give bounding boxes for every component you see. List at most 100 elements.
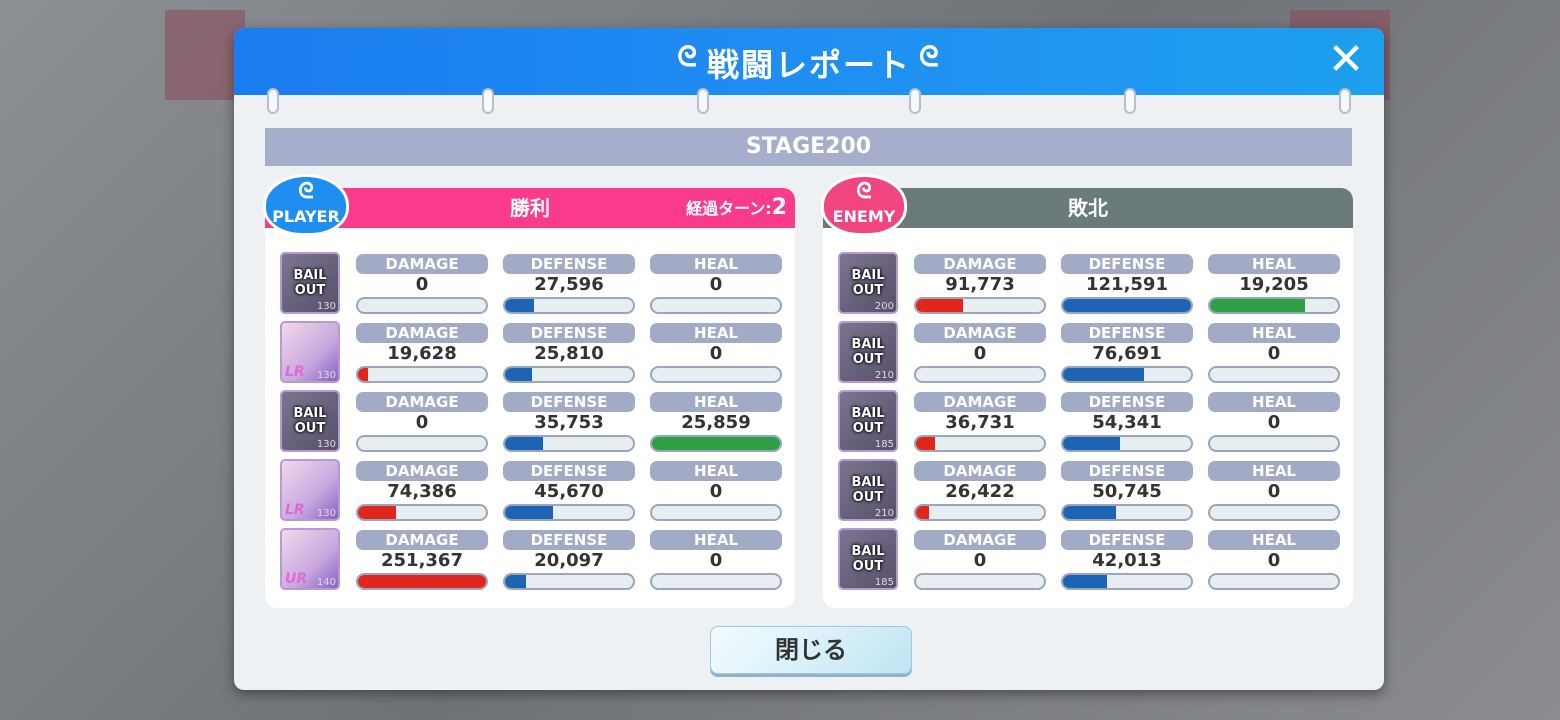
close-icon[interactable]: ✕ [1327,34,1365,85]
defense-bar [503,297,635,314]
damage-stat: DAMAGE 0 [356,392,488,452]
heal-label: HEAL [1208,392,1340,412]
heal-label: HEAL [650,254,782,274]
damage-stat: DAMAGE 251,367 [356,530,488,590]
bail-out-label: BAIL OUT [293,406,327,436]
unit-avatar[interactable]: LR 130 [280,321,340,383]
defense-value: 76,691 [1092,343,1162,364]
damage-stat: DAMAGE 36,731 [914,392,1046,452]
damage-bar [914,366,1046,383]
unit-avatar[interactable]: BAIL OUT 210 [838,321,898,383]
heal-value: 0 [709,343,723,364]
damage-label: DAMAGE [356,461,488,481]
unit-row: BAIL OUT 210 DAMAGE 0 DEFENSE 76,691 HEAL… [838,321,1343,383]
heal-stat: HEAL 0 [650,323,782,383]
bail-out-label: BAIL OUT [851,268,885,298]
defense-bar [1061,573,1193,590]
damage-label: DAMAGE [914,323,1046,343]
defense-label: DEFENSE [1061,323,1193,343]
heal-label: HEAL [650,323,782,343]
defense-bar-fill [505,299,535,312]
heal-label: HEAL [650,461,782,481]
defense-value: 20,097 [534,550,604,571]
unit-avatar[interactable]: BAIL OUT 130 [280,390,340,452]
heal-label: HEAL [1208,254,1340,274]
unit-avatar[interactable]: BAIL OUT 200 [838,252,898,314]
unit-avatar[interactable]: BAIL OUT 185 [838,528,898,590]
unit-avatar[interactable]: LR 130 [280,459,340,521]
defense-bar-fill [505,575,527,588]
unit-avatar[interactable]: BAIL OUT 130 [280,252,340,314]
damage-label: DAMAGE [356,254,488,274]
heal-bar [1208,435,1340,452]
defense-bar [1061,504,1193,521]
defense-stat: DEFENSE 20,097 [503,530,635,590]
defense-label: DEFENSE [503,392,635,412]
player-panel: 勝利 経過ターン:2 ᘓ PLAYER BAIL OUT 130 DAMAGE 0 … [263,174,795,608]
heal-bar [650,366,782,383]
unit-level: 130 [316,370,336,381]
heal-value: 0 [1267,343,1281,364]
unit-row: BAIL OUT 210 DAMAGE 26,422 DEFENSE 50,745… [838,459,1343,521]
enemy-panel: 敗北 ᘓ ENEMY BAIL OUT 200 DAMAGE 91,773 DEFE… [821,174,1353,608]
rarity-label: LR [285,364,305,380]
damage-value: 0 [973,343,987,364]
defense-bar [1061,435,1193,452]
defense-stat: DEFENSE 76,691 [1061,323,1193,383]
damage-bar-fill [358,575,486,588]
damage-stat: DAMAGE 0 [356,254,488,314]
heal-value: 0 [709,274,723,295]
heal-stat: HEAL 0 [1208,461,1340,521]
damage-bar [356,435,488,452]
damage-value: 0 [973,550,987,571]
damage-bar [356,366,488,383]
heal-value: 19,205 [1239,274,1309,295]
damage-bar-fill [358,368,368,381]
damage-value: 0 [415,274,429,295]
defense-bar [503,366,635,383]
heal-bar [1208,297,1340,314]
defense-label: DEFENSE [1061,530,1193,550]
wing-left-icon: ᘓ [677,40,699,73]
damage-value: 36,731 [945,412,1015,433]
heal-stat: HEAL 0 [1208,530,1340,590]
heal-label: HEAL [650,530,782,550]
player-badge: ᘓ PLAYER [263,174,349,236]
unit-avatar[interactable]: BAIL OUT 210 [838,459,898,521]
damage-stat: DAMAGE 0 [914,323,1046,383]
turn-count: 経過ターン:2 [686,195,787,220]
damage-stat: DAMAGE 0 [914,530,1046,590]
result-text: 勝利 [510,196,550,220]
bail-out-label: BAIL OUT [293,268,327,298]
damage-bar [356,297,488,314]
damage-label: DAMAGE [356,392,488,412]
defense-bar-fill [1063,437,1121,450]
unit-row: LR 130 DAMAGE 74,386 DEFENSE 45,670 HEAL … [280,459,785,521]
bail-out-label: BAIL OUT [851,337,885,367]
close-button[interactable]: 閉じる [710,626,912,674]
heal-stat: HEAL 0 [1208,323,1340,383]
unit-row: BAIL OUT 185 DAMAGE 36,731 DEFENSE 54,341… [838,390,1343,452]
unit-row: UR 140 DAMAGE 251,367 DEFENSE 20,097 HEAL… [280,528,785,590]
damage-stat: DAMAGE 19,628 [356,323,488,383]
unit-row: BAIL OUT 130 DAMAGE 0 DEFENSE 35,753 HEAL… [280,390,785,452]
heal-stat: HEAL 25,859 [650,392,782,452]
heal-value: 0 [709,550,723,571]
heal-stat: HEAL 19,205 [1208,254,1340,314]
unit-avatar[interactable]: BAIL OUT 185 [838,390,898,452]
heal-value: 0 [1267,481,1281,502]
unit-level: 130 [316,508,336,519]
heal-bar [650,504,782,521]
heal-bar [1208,366,1340,383]
damage-value: 26,422 [945,481,1015,502]
damage-bar [914,504,1046,521]
defense-stat: DEFENSE 35,753 [503,392,635,452]
unit-avatar[interactable]: UR 140 [280,528,340,590]
damage-stat: DAMAGE 91,773 [914,254,1046,314]
damage-bar-fill [916,506,930,519]
player-result-header: 勝利 経過ターン:2 [265,188,795,228]
damage-value: 251,367 [381,550,463,571]
defense-stat: DEFENSE 27,596 [503,254,635,314]
stage-label: STAGE200 [265,128,1352,166]
damage-bar [914,297,1046,314]
